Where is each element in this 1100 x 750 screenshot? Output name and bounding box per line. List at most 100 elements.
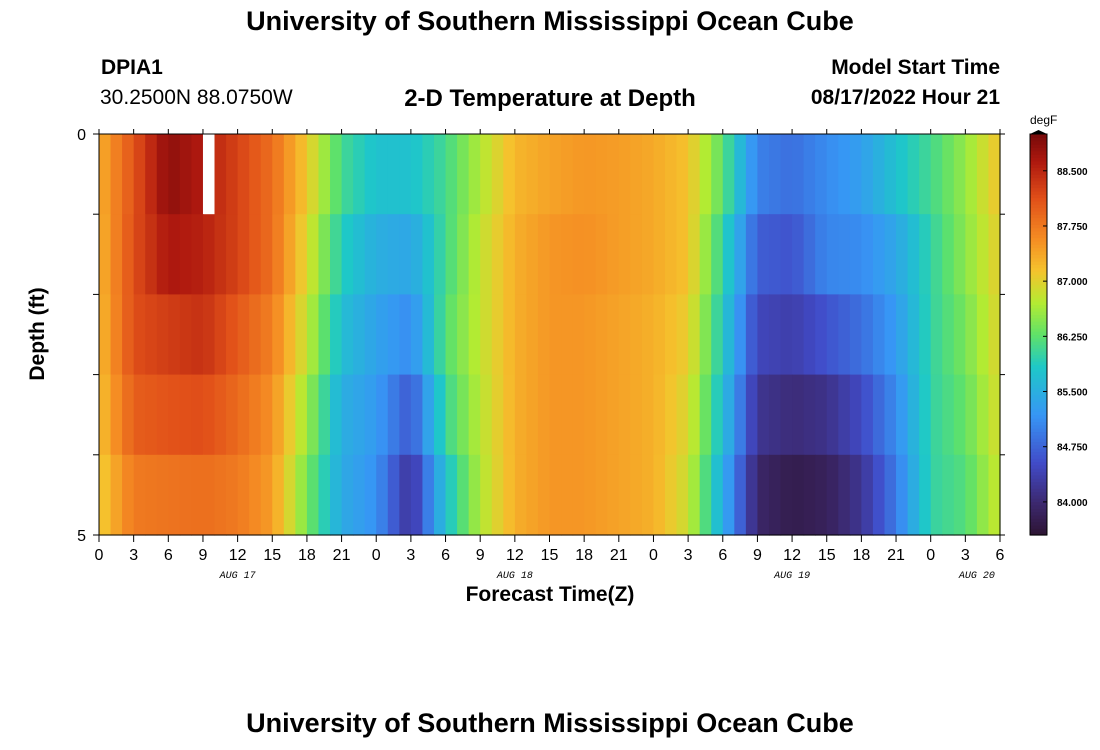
heatmap-cell [780, 134, 793, 215]
heatmap-cell [410, 454, 424, 536]
heatmap-cell [792, 374, 805, 456]
heatmap-cell [780, 374, 793, 456]
heatmap-cell [757, 134, 770, 215]
colorbar-segment [1030, 524, 1047, 529]
colorbar-segment [1030, 254, 1047, 259]
heatmap-cell [699, 294, 712, 376]
heatmap-cell [930, 294, 943, 376]
heatmap-cell [318, 214, 331, 295]
heatmap-cell [699, 454, 712, 536]
heatmap-cell [688, 134, 701, 215]
heatmap-cell [122, 294, 135, 376]
heatmap-cell [272, 294, 285, 376]
colorbar-segment [1030, 317, 1047, 322]
heatmap-cell [792, 454, 805, 536]
heatmap-cell [306, 374, 320, 456]
x-tick-label: 0 [372, 547, 381, 564]
heatmap-cell [953, 454, 966, 536]
heatmap-cell [896, 214, 909, 295]
colorbar-segment [1030, 514, 1047, 519]
colorbar-segment [1030, 237, 1047, 242]
heatmap-cell [953, 374, 966, 456]
colorbar-segment [1030, 291, 1047, 295]
heatmap-cell [768, 294, 782, 376]
heatmap-cell [237, 134, 250, 215]
heatmap-cell [953, 294, 966, 376]
heatmap-cell [422, 214, 435, 295]
heatmap-cell [872, 134, 886, 215]
colorbar-segment [1030, 361, 1047, 366]
heatmap-cell [942, 214, 955, 295]
heatmap-cell [202, 374, 216, 456]
heatmap-cell [364, 294, 377, 376]
heatmap-cell [792, 214, 805, 295]
heatmap-cell [480, 454, 493, 536]
station-coordinates: 30.2500N 88.0750W [100, 86, 293, 109]
colorbar-segment [1030, 484, 1047, 489]
heatmap-cell [988, 214, 1001, 295]
heatmap-cell [468, 374, 481, 456]
heatmap-cell [376, 214, 389, 295]
heatmap-cell [561, 374, 574, 456]
heatmap-cell [653, 134, 666, 215]
heatmap-cell [445, 374, 458, 456]
heatmap-cell [768, 374, 782, 456]
heatmap-cells [99, 134, 1001, 536]
heatmap-cell [283, 134, 296, 215]
heatmap-cell [930, 454, 943, 536]
x-day-label: AUG 17 [219, 571, 256, 582]
colorbar-segment [1030, 184, 1047, 189]
colorbar-segment [1030, 177, 1047, 182]
heatmap-cell [734, 134, 747, 215]
colorbar-segment [1030, 267, 1047, 272]
heatmap-cell [849, 454, 862, 536]
heatmap-cell [641, 214, 655, 295]
heatmap-cell [168, 214, 181, 295]
heatmap-cell [387, 214, 400, 295]
colorbar-segment [1030, 478, 1047, 483]
heatmap-cell [537, 294, 551, 376]
heatmap-cell [99, 294, 112, 376]
heatmap-cell [942, 454, 955, 536]
heatmap-cell [306, 294, 320, 376]
heatmap-cell [364, 374, 377, 456]
heatmap-cell [630, 294, 643, 376]
heatmap-cell [792, 134, 805, 215]
heatmap-cell [745, 454, 759, 536]
colorbar-segment [1030, 334, 1047, 339]
heatmap-cell [433, 214, 447, 295]
heatmap-cell [780, 294, 793, 376]
heatmap-cell [191, 454, 204, 536]
heatmap-cell [457, 294, 470, 376]
x-tick-label: 18 [575, 547, 593, 564]
heatmap-cell [734, 294, 747, 376]
heatmap-cell [965, 214, 978, 295]
heatmap-cell [260, 294, 273, 376]
heatmap-cell [861, 214, 874, 295]
heatmap-cell [595, 294, 608, 376]
heatmap-cell [260, 134, 273, 215]
colorbar-segment [1030, 397, 1047, 402]
heatmap-cell [168, 454, 181, 536]
heatmap-cell [410, 214, 424, 295]
heatmap-cell [457, 134, 470, 215]
colorbar-segment [1030, 260, 1047, 265]
heatmap-cell [803, 374, 816, 456]
heatmap-cell [665, 454, 678, 536]
heatmap-cell [907, 134, 920, 215]
heatmap-cell [399, 214, 412, 295]
heatmap-cell [838, 134, 851, 215]
colorbar-segment [1030, 321, 1047, 326]
heatmap-cell [572, 374, 585, 456]
heatmap-cell [457, 214, 470, 295]
x-tick-label: 21 [887, 547, 905, 564]
heatmap-cell [768, 134, 782, 215]
heatmap-cell [537, 134, 551, 215]
colorbar-tick-label: 85.500 [1057, 388, 1088, 399]
colorbar-segment [1030, 250, 1047, 255]
colorbar-segment [1030, 197, 1047, 202]
heatmap-cell [618, 294, 631, 376]
heatmap-cell [734, 374, 747, 456]
colorbar-segment [1030, 307, 1047, 312]
heatmap-cell [468, 134, 481, 215]
